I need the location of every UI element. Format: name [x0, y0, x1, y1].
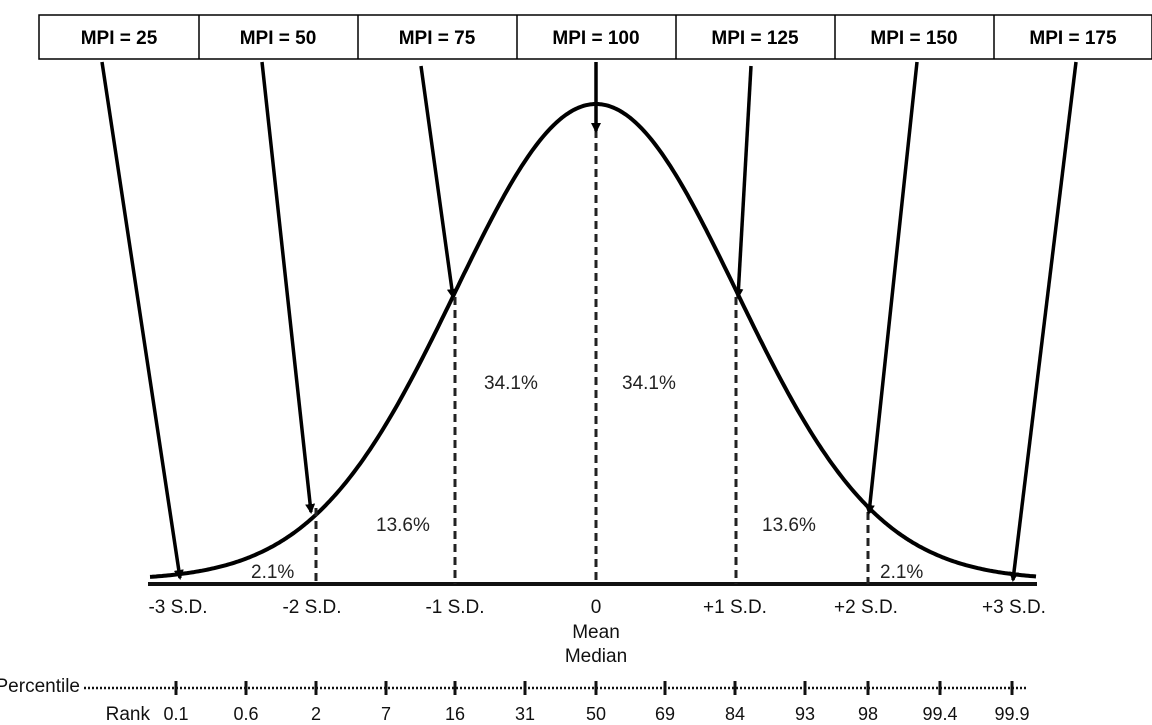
mpi-label: MPI = 125 [711, 28, 799, 49]
percentile-rank-value: 69 [655, 704, 675, 724]
mpi-label: MPI = 50 [240, 28, 317, 49]
percentile-rank-value: 99.9 [994, 704, 1029, 724]
percentile-rank-values: 0.1 0.6 2 7 16 31 50 69 84 93 98 99.4 99.9 [163, 704, 1029, 724]
sd-label: +3 S.D. [982, 597, 1046, 618]
percentile-rank-scale: Percentile Rank 0.1 0.6 2 7 16 31 50 69 84 93 98 99… [0, 676, 1030, 725]
percentile-rank-value: 0.6 [233, 704, 258, 724]
mpi-arrow [733, 65, 753, 299]
sd-label: -3 S.D. [148, 597, 207, 618]
rank-label: Rank [106, 704, 151, 725]
mpi-label: MPI = 175 [1029, 28, 1117, 49]
percent-right-tail: 2.1% [880, 562, 923, 583]
sd-axis-labels: -3 S.D. -2 S.D. -1 S.D. 0 +1 S.D. +2 S.D… [148, 597, 1046, 667]
mpi-label: MPI = 75 [399, 28, 476, 49]
percentile-rank-value: 93 [795, 704, 815, 724]
mpi-label: MPI = 100 [552, 28, 639, 49]
mpi-arrows [100, 61, 1078, 582]
percentile-rank-value: 16 [445, 704, 465, 724]
mpi-label: MPI = 150 [870, 28, 957, 49]
mpi-label: MPI = 25 [81, 28, 158, 49]
mpi-arrow [1009, 61, 1078, 582]
percentile-rank-value: 50 [586, 704, 606, 724]
percentile-label: Percentile [0, 676, 80, 697]
percentile-rank-value: 98 [858, 704, 878, 724]
percentile-rank-value: 31 [515, 704, 535, 724]
mpi-header-row: MPI = 25 MPI = 50 MPI = 75 MPI = 100 MPI… [38, 14, 1152, 60]
sd-dashed-lines [314, 104, 870, 584]
mpi-arrow [864, 61, 919, 515]
mean-label: Mean [572, 622, 620, 643]
percentile-ticks [174, 681, 1014, 695]
mpi-arrow [419, 65, 457, 299]
percentile-rank-value: 99.4 [922, 704, 957, 724]
percentile-rank-value: 2 [311, 704, 321, 724]
sd-label: -1 S.D. [425, 597, 484, 618]
mpi-arrow [260, 61, 316, 514]
percentile-rank-value: 84 [725, 704, 745, 724]
bell-curve [149, 102, 1037, 579]
region-percent-labels: 2.1% 13.6% 34.1% 34.1% 13.6% 2.1% [251, 373, 923, 583]
median-label: Median [565, 646, 627, 667]
percent-left-center: 34.1% [484, 373, 538, 394]
sd-label: -2 S.D. [282, 597, 341, 618]
percentile-rank-value: 0.1 [163, 704, 188, 724]
percent-left-tail: 2.1% [251, 562, 294, 583]
sd-label: +2 S.D. [834, 597, 898, 618]
percent-right-second: 13.6% [762, 515, 816, 536]
percent-left-second: 13.6% [376, 515, 430, 536]
sd-label: +1 S.D. [703, 597, 767, 618]
percentile-rank-value: 7 [381, 704, 391, 724]
percent-right-center: 34.1% [622, 373, 676, 394]
mpi-header-box [38, 14, 1152, 60]
sd-label: 0 [591, 597, 602, 618]
mpi-arrow [100, 61, 184, 580]
